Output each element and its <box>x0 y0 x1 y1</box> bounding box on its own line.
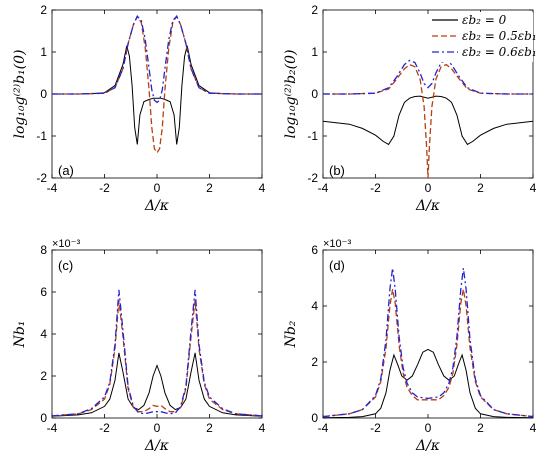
series-line-2 <box>52 289 262 417</box>
x-tick-label: 4 <box>530 421 537 435</box>
y-tick-label: 0 <box>311 87 318 101</box>
y-axis-label: log₁₀g⁽²⁾b₂(0) <box>283 50 299 139</box>
series-line-2 <box>323 59 533 95</box>
y-tick-label: 1 <box>311 45 318 59</box>
series-line-0 <box>323 348 533 418</box>
y-axis-label: Nb₂ <box>283 320 299 348</box>
series-line-0 <box>323 95 533 146</box>
x-tick-label: 4 <box>259 421 266 435</box>
y-tick-label: -1 <box>307 129 318 143</box>
y-tick-label: 1 <box>40 45 47 59</box>
x-tick-label: 2 <box>477 421 484 435</box>
legend-label: εb₂ = 0 <box>462 13 507 27</box>
x-tick-label: -2 <box>370 181 381 195</box>
y-tick-label: 6 <box>40 285 47 299</box>
x-tick-label: 0 <box>425 181 432 195</box>
series-line-2 <box>323 268 533 418</box>
x-axis-label: Δ/κ <box>415 198 440 214</box>
y-axis-label: log₁₀g⁽²⁾b₁(0) <box>12 50 28 139</box>
legend-label: εb₂ = 0.5εb₁ <box>462 29 537 43</box>
plot-frame <box>51 249 263 419</box>
legend: εb₂ = 0 εb₂ = 0.5εb₁ εb₂ = 0.6εb₁ <box>430 12 537 62</box>
legend-label: εb₂ = 0.6εb₁ <box>462 45 537 59</box>
y-tick-label: -2 <box>36 171 47 185</box>
x-tick-label: 0 <box>154 421 161 435</box>
series-line-1 <box>323 63 533 178</box>
x-axis-label: Δ/κ <box>144 438 169 454</box>
y-tick-label: 2 <box>311 355 318 369</box>
panel-3: -4 -2 0 2 4 0 2 4 6 Δ/κ Nb₂ ×10⁻³ (d) <box>283 238 537 454</box>
panel-2: -4 -2 0 2 4 0 2 4 6 8 Δ/κ Nb₁ ×10⁻³ (c) <box>12 238 266 454</box>
x-tick-label: 4 <box>530 181 537 195</box>
series-line-0 <box>52 352 262 417</box>
series-line-1 <box>52 300 262 417</box>
series-line-1 <box>323 289 533 418</box>
x-tick-label: -4 <box>318 421 329 435</box>
y-tick-label: 6 <box>311 243 318 257</box>
x-tick-label: 2 <box>206 181 213 195</box>
x-tick-label: 4 <box>259 181 266 195</box>
series-line-0 <box>52 45 262 145</box>
y-tick-label: 2 <box>40 369 47 383</box>
y-tick-label: 2 <box>311 3 318 17</box>
y-tick-label: 0 <box>40 87 47 101</box>
y-tick-label: 0 <box>40 411 47 425</box>
x-tick-label: 0 <box>154 181 161 195</box>
x-tick-label: -4 <box>47 181 58 195</box>
series-line-1 <box>52 14 262 155</box>
x-axis-label: Δ/κ <box>144 198 169 214</box>
x-tick-label: -4 <box>47 421 58 435</box>
y-tick-label: -1 <box>36 129 47 143</box>
y-tick-label: 4 <box>40 327 47 341</box>
x-tick-label: -2 <box>370 421 381 435</box>
y-tick-label: -2 <box>307 171 318 185</box>
panel-tag: (b) <box>329 163 345 178</box>
x-axis-label: Δ/κ <box>415 438 440 454</box>
y-multiplier-label: ×10⁻³ <box>323 238 351 250</box>
series-line-2 <box>52 15 262 104</box>
panel-tag: (a) <box>58 163 74 178</box>
x-tick-label: -2 <box>99 181 110 195</box>
y-tick-label: 4 <box>311 299 318 313</box>
panel-tag: (d) <box>329 258 345 273</box>
y-multiplier-label: ×10⁻³ <box>52 238 80 250</box>
plot-frame <box>322 249 534 419</box>
y-tick-label: 8 <box>40 243 47 257</box>
y-tick-label: 0 <box>311 411 318 425</box>
x-tick-label: 2 <box>206 421 213 435</box>
x-tick-label: 2 <box>477 181 484 195</box>
panel-tag: (c) <box>58 258 73 273</box>
y-axis-label: Nb₁ <box>12 321 28 349</box>
x-tick-label: -4 <box>318 181 329 195</box>
x-tick-label: -2 <box>99 421 110 435</box>
y-tick-label: 2 <box>40 3 47 17</box>
x-tick-label: 0 <box>425 421 432 435</box>
